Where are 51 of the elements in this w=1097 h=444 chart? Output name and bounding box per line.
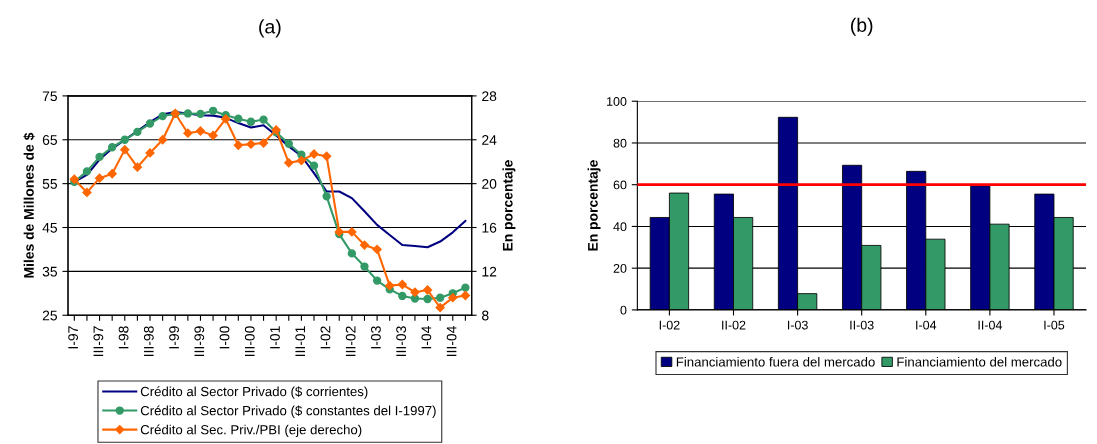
legend-label: Crédito al Sector Privado ($ constantes del I-1997) <box>140 405 436 418</box>
x-tick-label: III-04 <box>446 326 457 357</box>
x-tick-label: II-02 <box>722 320 746 330</box>
chart-title: (a) <box>259 19 281 38</box>
x-tick-label: I-01 <box>270 326 280 349</box>
chart-title: (b) <box>851 17 873 36</box>
y-tick-label: 75 <box>42 91 58 102</box>
x-tick-label: III-00 <box>244 326 255 357</box>
y2-axis-title: En porcentaje <box>502 160 516 251</box>
y-tick-label: 20 <box>613 263 627 273</box>
x-tick-label: III-97 <box>93 326 104 357</box>
y2-tick-label: 24 <box>482 135 497 145</box>
y-tick-label: 25 <box>42 310 58 321</box>
x-tick-label: III-01 <box>295 326 306 357</box>
y2-tick-label: 20 <box>482 178 497 189</box>
x-tick-label: I-03 <box>787 320 808 330</box>
y-tick-label: 0 <box>620 305 627 315</box>
y-tick-label: 60 <box>613 180 627 190</box>
x-tick-label: I-97 <box>68 326 79 349</box>
x-tick-label: III-03 <box>396 326 407 357</box>
x-tick-label: I-00 <box>219 326 230 349</box>
y-tick-label: 45 <box>42 222 58 233</box>
y-axis-title: En porcentaje <box>587 160 601 251</box>
x-tick-label: I-03 <box>370 326 381 349</box>
x-tick-label: I-05 <box>1044 320 1065 330</box>
y2-tick-label: 28 <box>482 91 497 102</box>
legend-label: Financiamiento del mercado <box>897 356 1062 367</box>
x-tick-label: II-03 <box>850 320 874 330</box>
x-tick-label: III-02 <box>345 326 356 357</box>
x-tick-label: I-02 <box>320 326 331 349</box>
y-tick-label: 55 <box>42 179 58 189</box>
y2-tick-label: 8 <box>482 310 489 321</box>
y-tick-label: 80 <box>613 138 627 148</box>
x-tick-label: I-98 <box>118 326 129 349</box>
y2-tick-label: 16 <box>482 222 497 233</box>
x-tick-label: I-04 <box>916 320 937 330</box>
legend-label: Financiamiento fuera del mercado <box>676 356 875 367</box>
legend-label: Crédito al Sector Privado ($ corrientes) <box>140 386 368 399</box>
x-tick-label: I-99 <box>169 326 179 349</box>
legend-label: Crédito al Sec. Priv./PBI (eje derecho) <box>140 424 362 437</box>
y-tick-label: 40 <box>613 222 627 232</box>
y-tick-label: 35 <box>42 266 58 277</box>
y-axis-title: Miles de Millones de $ <box>23 132 35 278</box>
x-tick-label: I-02 <box>659 320 680 330</box>
x-tick-label: III-99 <box>194 326 205 357</box>
y-tick-label: 100 <box>607 97 627 106</box>
x-tick-label: II-04 <box>978 320 1003 330</box>
y-tick-label: 65 <box>42 135 58 145</box>
x-tick-label: I-04 <box>421 326 432 349</box>
y2-tick-label: 12 <box>482 266 497 277</box>
x-tick-label: III-98 <box>143 326 154 357</box>
